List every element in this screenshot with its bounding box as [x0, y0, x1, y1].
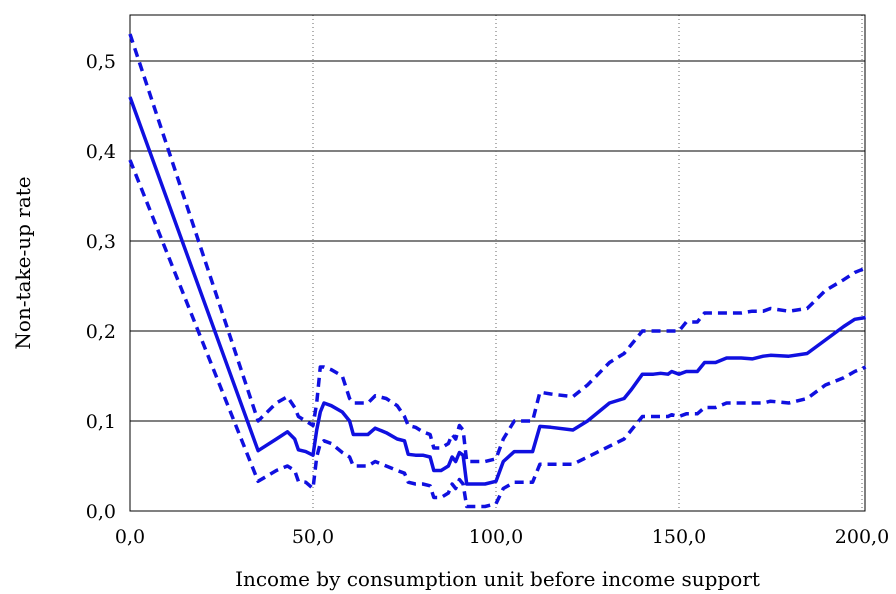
x-tick-label: 150,0 — [652, 526, 706, 548]
series-line-estimate — [128, 96, 866, 486]
y-tick-labels: 0,0 0,1 0,2 0,3 0,4 0,5 — [86, 51, 116, 523]
x-axis-label: Income by consumption unit before income… — [235, 567, 760, 591]
x-tick-labels: 0,0 50,0 100,0 150,0 200,0 — [115, 526, 889, 548]
grid-lines — [130, 15, 865, 511]
y-tick-label: 0,5 — [86, 51, 116, 73]
series-layer — [128, 33, 867, 509]
x-tick-label: 50,0 — [292, 526, 334, 548]
y-tick-label: 0,0 — [86, 501, 116, 523]
y-axis-label: Non-take-up rate — [11, 176, 35, 349]
x-tick-label: 100,0 — [469, 526, 523, 548]
y-tick-label: 0,1 — [86, 411, 116, 433]
y-tick-label: 0,2 — [86, 321, 116, 343]
series-line-confidence-bound — [128, 159, 867, 509]
y-tick-label: 0,3 — [86, 231, 116, 253]
series-line-confidence-bound — [128, 33, 867, 464]
y-tick-label: 0,4 — [86, 141, 116, 163]
x-tick-label: 200,0 — [835, 526, 889, 548]
plot-area — [129, 14, 866, 512]
x-tick-label: 0,0 — [115, 526, 145, 548]
